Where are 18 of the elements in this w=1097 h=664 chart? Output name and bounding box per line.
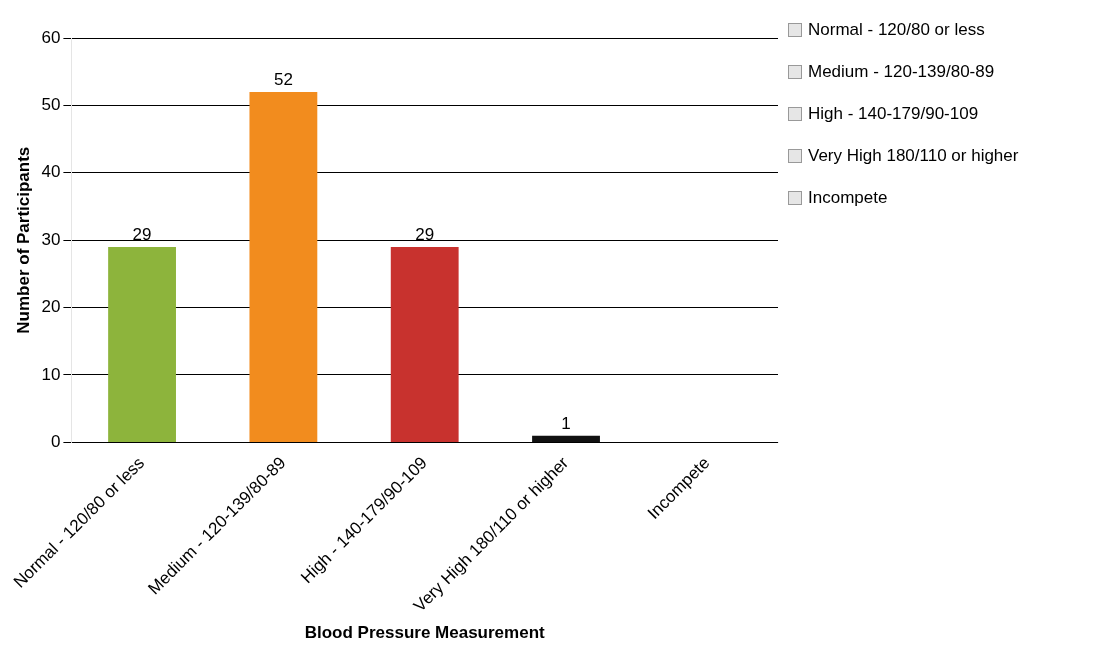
- y-tick-label: 30: [41, 229, 61, 249]
- y-tick-label: 60: [41, 27, 61, 47]
- y-tick-label: 50: [41, 95, 61, 115]
- category-label: Normal - 120/80 or less: [808, 20, 985, 39]
- y-tick-label: 10: [41, 364, 61, 384]
- data-label: 1: [561, 413, 571, 433]
- category-label: High - 140-179/90-109: [808, 104, 979, 123]
- data-label: 29: [415, 225, 435, 245]
- category-label: Very High 180/110 or higher: [808, 146, 1019, 165]
- category-label: Incompete: [808, 188, 888, 207]
- y-axis-title: Number of Participants: [13, 146, 33, 334]
- data-label: 52: [273, 70, 293, 90]
- category-label: Medium - 120-139/80-89: [808, 62, 995, 81]
- x-axis-title: Blood Pressure Measurement: [304, 623, 546, 643]
- y-tick-label: 40: [41, 162, 61, 182]
- y-tick-label: 20: [41, 297, 61, 317]
- data-label: 29: [132, 225, 152, 245]
- y-tick-label: 0: [50, 432, 61, 452]
